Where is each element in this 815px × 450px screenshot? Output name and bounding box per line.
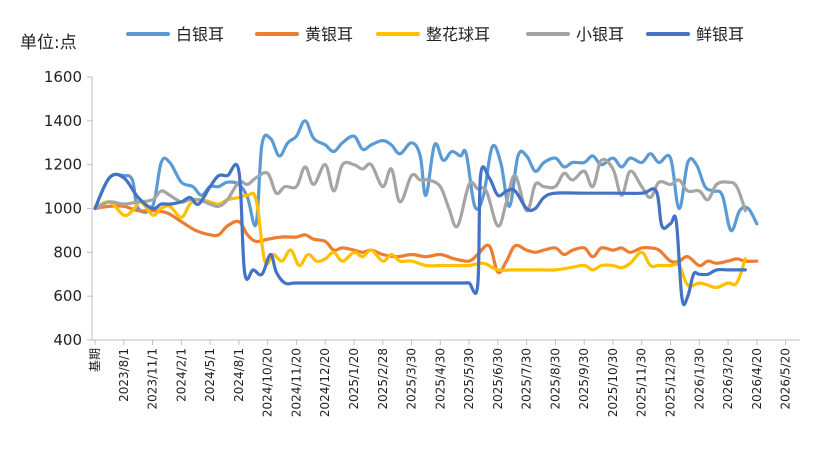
x-tick-label: 2024/2/1 [174,348,188,402]
legend-label-white-tremella: 白银耳 [176,25,224,44]
x-tick-label: 2025/11/30 [635,348,649,417]
x-tick-label: 2025/12/30 [664,348,678,417]
x-tick-label: 2025/1/20 [347,348,361,410]
y-tick-label: 1600 [44,68,82,86]
y-axis-unit-label: 单位:点 [20,33,77,53]
x-tick-label: 2025/8/30 [548,348,562,410]
x-tick-label: 2024/12/20 [318,348,332,417]
legend: 白银耳 黄银耳 整花球耳 小银耳 鲜银耳 [126,25,744,44]
x-tick-label: 2025/7/30 [520,348,534,410]
legend-label-yellow-tremella: 黄银耳 [305,25,353,44]
y-tick-label: 800 [53,243,82,261]
series-line-fresh-tremella [93,162,747,307]
x-tick-label: 2026/4/20 [750,348,764,410]
y-tick-label: 1000 [44,200,82,218]
x-tick-label: 2023/11/1 [146,348,160,410]
x-tick-label: 2024/8/1 [232,348,246,402]
legend-label-fresh-tremella: 鲜银耳 [696,25,744,44]
series-line-yellow-tremella [93,204,759,275]
x-tick-label: 基期 [88,348,102,372]
x-tick-label: 2026/5/20 [779,348,793,410]
x-tick-label: 2023/8/1 [117,348,131,402]
x-tick-label: 2025/6/30 [491,348,505,410]
x-tick-label: 2026/1/30 [692,348,706,410]
series-line-whole-flower-ball-tremella [93,191,747,290]
x-tick-label: 2024/11/20 [289,348,303,417]
y-tick-label: 1400 [44,112,82,130]
y-tick-label: 1200 [44,156,82,174]
series-line-small-tremella [93,157,747,229]
x-axis: 基期 2023/8/1 2023/11/1 2024/2/1 2024/5/1 2024/… [88,339,800,417]
x-tick-label: 2026/3/20 [721,348,735,410]
y-axis: 400 600 800 1000 1200 1400 1600 [44,68,93,349]
x-tick-label: 2025/10/30 [606,348,620,417]
x-tick-label: 2024/10/20 [261,348,275,417]
legend-label-small-tremella: 小银耳 [576,25,624,44]
x-tick-label: 2025/9/30 [577,348,591,410]
x-tick-label: 2024/5/1 [203,348,217,402]
x-tick-label: 2025/3/30 [405,348,419,410]
x-tick-label: 2025/5/30 [462,348,476,410]
plot-area [93,119,759,307]
x-tick-label: 2025/2/28 [376,348,390,410]
x-tick-label: 2025/4/30 [433,348,447,410]
y-tick-label: 400 [53,331,82,349]
legend-label-whole-flower-ball-tremella: 整花球耳 [426,25,490,44]
y-tick-label: 600 [53,287,82,305]
series-line-white-tremella [93,119,759,233]
